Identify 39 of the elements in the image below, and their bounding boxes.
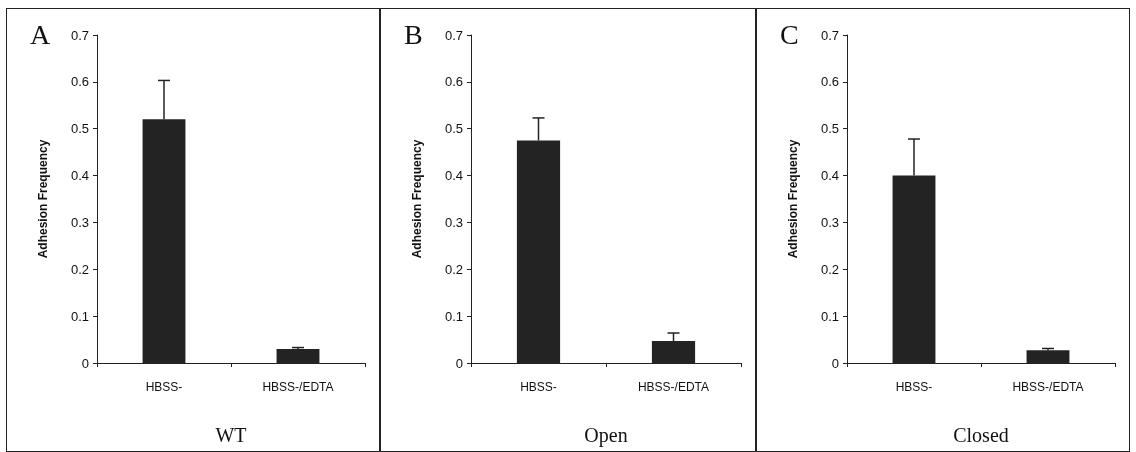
y-tick-label: 0.3 [444,214,463,230]
x-axis-title: WT [215,424,247,446]
y-tick-label: 0.5 [820,121,839,137]
x-tick-label: HBSS- [145,380,183,394]
y-tick-label: 0.7 [820,27,839,43]
y-tick-label: 0 [831,355,839,371]
y-tick-label: 0.1 [820,308,839,324]
y-tick-label: 0.7 [70,27,89,43]
y-axis-title: Adhesion Frequency [410,139,424,259]
chart-title: B [404,18,423,50]
y-tick-label: 0.5 [70,121,89,137]
y-tick-label: 0.3 [70,214,89,230]
y-tick-label: 0.7 [444,27,463,43]
chart-title: A [30,18,51,50]
y-tick-label: 0.6 [70,74,89,90]
x-tick-label: HBSS-/EDTA [262,380,334,394]
y-tick-label: 0.3 [820,214,839,230]
x-tick-label: HBSS-/EDTA [1012,380,1084,394]
x-tick-label: HBSS- [520,380,557,394]
y-tick-label: 0.4 [444,168,463,184]
x-tick-label: HBSS-/EDTA [637,380,710,394]
x-axis-title: Open [584,424,628,447]
y-axis-title: Adhesion Frequency [786,139,800,259]
y-axis-title: Adhesion Frequency [36,139,50,259]
x-tick-label: HBSS- [895,380,933,394]
y-tick-label: 0.5 [444,121,463,137]
y-tick-label: 0.1 [70,308,89,324]
y-tick-label: 0 [455,355,463,371]
y-tick-label: 0.1 [444,308,463,324]
y-tick-label: 0.6 [820,74,839,90]
y-tick-label: 0.4 [820,168,839,184]
x-axis-title: Closed [953,424,1009,446]
y-tick-label: 0.2 [70,261,89,277]
y-tick-label: 0.2 [444,261,463,277]
y-tick-label: 0.6 [444,74,463,90]
y-tick-label: 0.4 [70,168,89,184]
chart-title: C [780,18,799,50]
y-tick-label: 0.2 [820,261,839,277]
y-tick-label: 0 [81,355,89,371]
